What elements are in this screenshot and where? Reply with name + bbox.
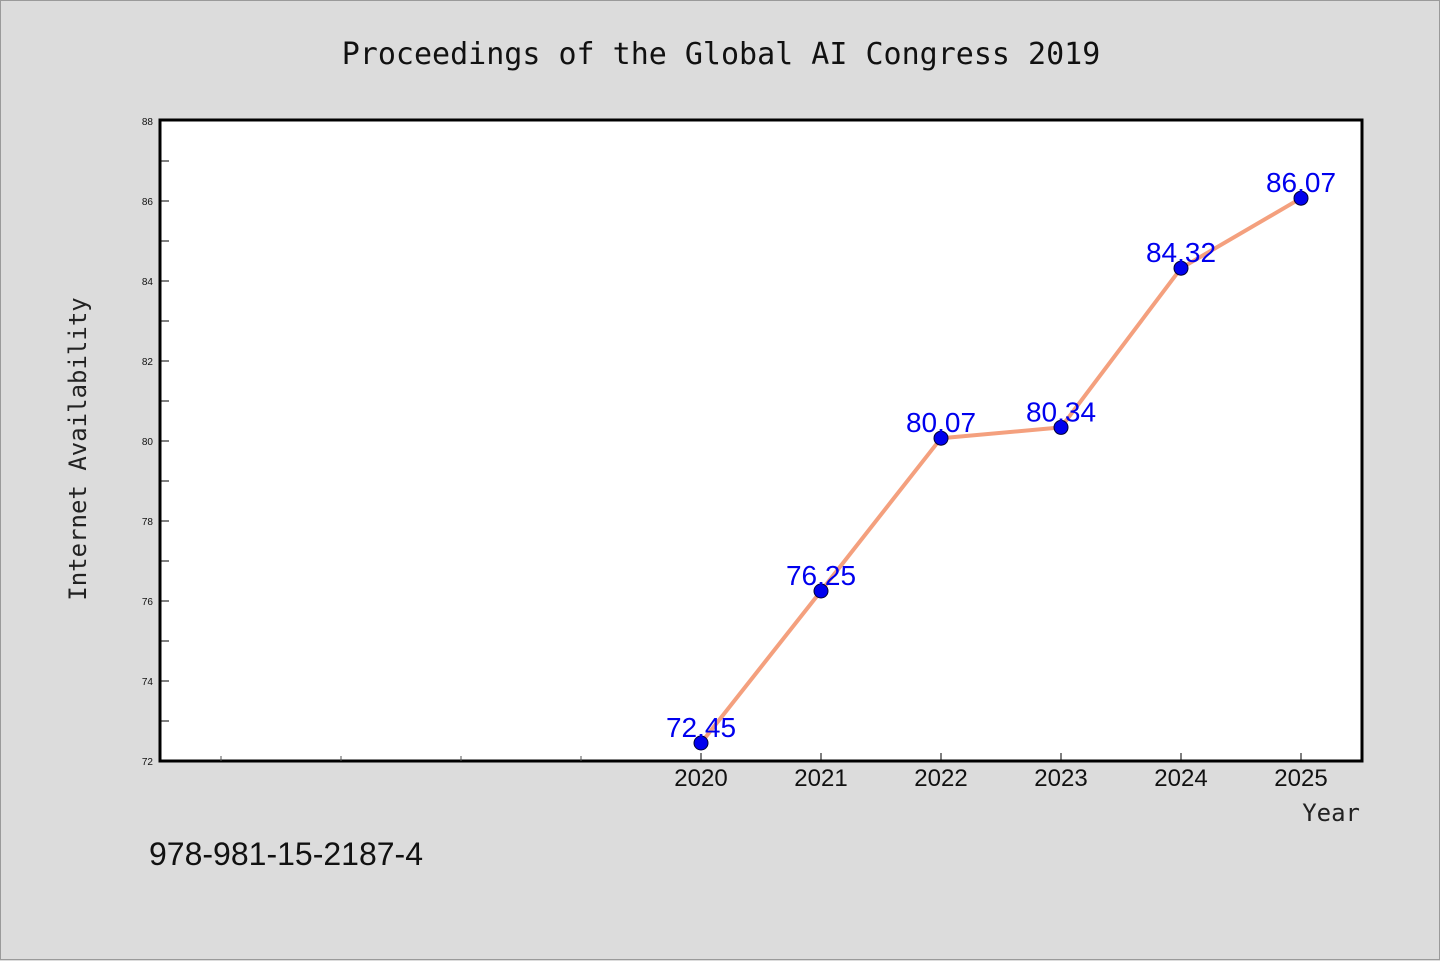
data-point [1293, 190, 1309, 206]
data-label: 80.07 [906, 407, 976, 438]
data-point [1173, 260, 1189, 276]
plot-area [158, 118, 1364, 763]
y-tick-label: 78 [142, 517, 154, 528]
x-tick-label: 2023 [1034, 765, 1087, 792]
x-axis-label: Year [1302, 799, 1360, 827]
series-line [699, 196, 1303, 745]
isbn-text: 978-981-15-2187-4 [149, 836, 423, 872]
y-axis-label: Internet Availability [64, 297, 92, 600]
data-point [693, 735, 709, 751]
y-tick-label: 82 [142, 357, 154, 368]
data-label: 80.34 [1026, 396, 1096, 427]
y-tick-label: 76 [142, 597, 154, 608]
data-label: 84.32 [1146, 237, 1216, 268]
y-tick-label: 84 [142, 277, 154, 288]
y-tick-label: 88 [142, 117, 154, 128]
y-tick-label: 86 [142, 197, 154, 208]
chart-title: Proceedings of the Global AI Congress 20… [342, 37, 1101, 72]
data-label: 76.25 [786, 560, 856, 591]
y-tick-label: 80 [142, 437, 154, 448]
data-point [1053, 419, 1069, 435]
y-tick-label: 72 [142, 757, 154, 768]
x-tick-label: 2022 [914, 765, 967, 792]
data-point [933, 430, 949, 446]
x-tick-label: 2025 [1274, 765, 1327, 792]
x-tick-label: 2024 [1154, 765, 1207, 792]
data-point [813, 583, 829, 599]
x-tick-label: 2021 [794, 765, 847, 792]
data-label: 86.07 [1266, 167, 1336, 198]
series-layer: 72.45 76.25 80.07 80.34 84.32 86.07 [666, 167, 1336, 751]
x-tick-label: 2020 [674, 765, 727, 792]
x-axis: 2020 2021 2022 2023 2024 2025 [220, 753, 1328, 792]
y-tick-label: 74 [142, 677, 154, 688]
y-axis: 72 74 76 78 80 82 84 86 88 [142, 117, 169, 768]
data-label: 72.45 [666, 712, 736, 743]
